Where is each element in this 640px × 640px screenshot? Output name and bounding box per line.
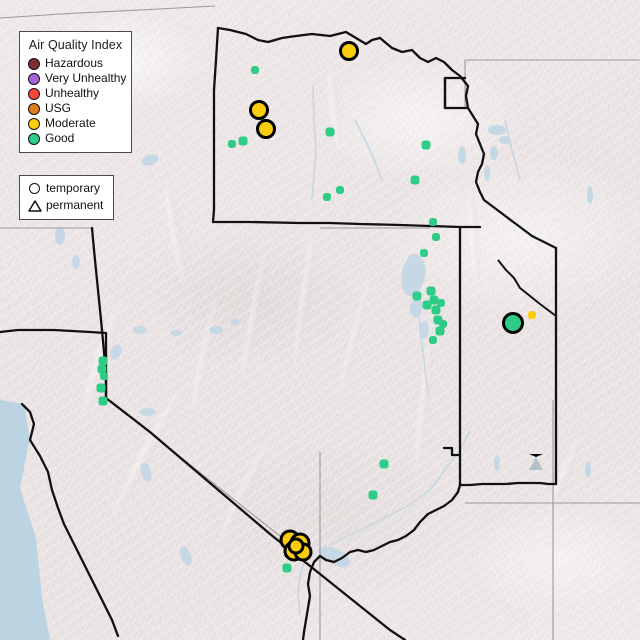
legend-item-unhealthy[interactable]: Unhealthy xyxy=(28,86,123,101)
legend-label-moderate: Moderate xyxy=(45,116,96,130)
air-quality-index-legend: Air Quality Index Hazardous Very Unhealt… xyxy=(19,31,132,153)
station-marker-permanent[interactable] xyxy=(529,454,543,470)
legend-label-usg: USG xyxy=(45,101,72,115)
good-swatch-icon xyxy=(28,132,40,145)
legend-label-good: Good xyxy=(45,131,75,145)
station-marker-moderate[interactable] xyxy=(287,537,305,555)
station-marker-moderate[interactable] xyxy=(249,100,269,120)
circle-marker-icon xyxy=(27,183,42,194)
station-marker-good[interactable] xyxy=(429,218,437,226)
legend-label-very-unhealthy: Very Unhealthy xyxy=(45,71,127,85)
station-marker-good[interactable] xyxy=(437,299,445,307)
station-marker-good[interactable] xyxy=(420,249,428,257)
station-marker-good[interactable] xyxy=(410,175,420,185)
legend-item-hazardous[interactable]: Hazardous xyxy=(28,56,123,71)
moderate-swatch-icon xyxy=(28,117,40,130)
station-marker-good[interactable] xyxy=(429,336,437,344)
station-marker-good[interactable] xyxy=(421,140,431,150)
station-type-legend: temporary permanent xyxy=(19,175,114,220)
triangle-marker-icon xyxy=(27,199,42,212)
legend-item-moderate[interactable]: Moderate xyxy=(28,116,123,131)
station-marker-good[interactable] xyxy=(96,383,106,393)
unhealthy-swatch-icon xyxy=(28,87,40,100)
station-marker-good[interactable] xyxy=(228,140,236,148)
station-marker-moderate[interactable] xyxy=(528,311,536,319)
station-marker-good[interactable] xyxy=(97,364,107,374)
legend-label-temporary: temporary xyxy=(46,181,101,195)
legend-item-usg[interactable]: USG xyxy=(28,101,123,116)
station-marker-good[interactable] xyxy=(433,315,443,325)
usg-swatch-icon xyxy=(28,102,40,115)
station-marker-moderate[interactable] xyxy=(256,119,276,139)
station-marker-good[interactable] xyxy=(282,563,292,573)
station-marker-good[interactable] xyxy=(323,193,331,201)
station-marker-moderate[interactable] xyxy=(339,41,359,61)
legend-item-permanent[interactable]: permanent xyxy=(27,197,106,214)
station-marker-good[interactable] xyxy=(336,186,344,194)
legend-item-good[interactable]: Good xyxy=(28,131,123,146)
hazardous-swatch-icon xyxy=(28,57,40,70)
station-marker-good[interactable] xyxy=(379,459,389,469)
station-marker-good[interactable] xyxy=(100,372,108,380)
station-marker-good[interactable] xyxy=(325,127,335,137)
station-marker-good[interactable] xyxy=(422,300,432,310)
very-unhealthy-swatch-icon xyxy=(28,72,40,85)
station-marker-good[interactable] xyxy=(412,291,422,301)
station-marker-good[interactable] xyxy=(502,312,524,334)
legend-title: Air Quality Index xyxy=(28,38,123,52)
station-marker-good[interactable] xyxy=(431,305,441,315)
legend-item-temporary[interactable]: temporary xyxy=(27,180,106,197)
legend-label-permanent: permanent xyxy=(46,198,104,212)
station-marker-good[interactable] xyxy=(238,136,248,146)
station-marker-good[interactable] xyxy=(429,295,439,305)
station-marker-good[interactable] xyxy=(435,326,445,336)
station-marker-good[interactable] xyxy=(251,66,259,74)
legend-label-hazardous: Hazardous xyxy=(45,56,104,70)
station-marker-good[interactable] xyxy=(98,396,108,406)
station-marker-good[interactable] xyxy=(426,286,436,296)
station-marker-good[interactable] xyxy=(439,320,447,328)
legend-label-unhealthy: Unhealthy xyxy=(45,86,100,100)
legend-item-very-unhealthy[interactable]: Very Unhealthy xyxy=(28,71,127,86)
station-marker-good[interactable] xyxy=(432,233,440,241)
station-marker-good[interactable] xyxy=(98,356,108,366)
station-marker-good[interactable] xyxy=(368,490,378,500)
